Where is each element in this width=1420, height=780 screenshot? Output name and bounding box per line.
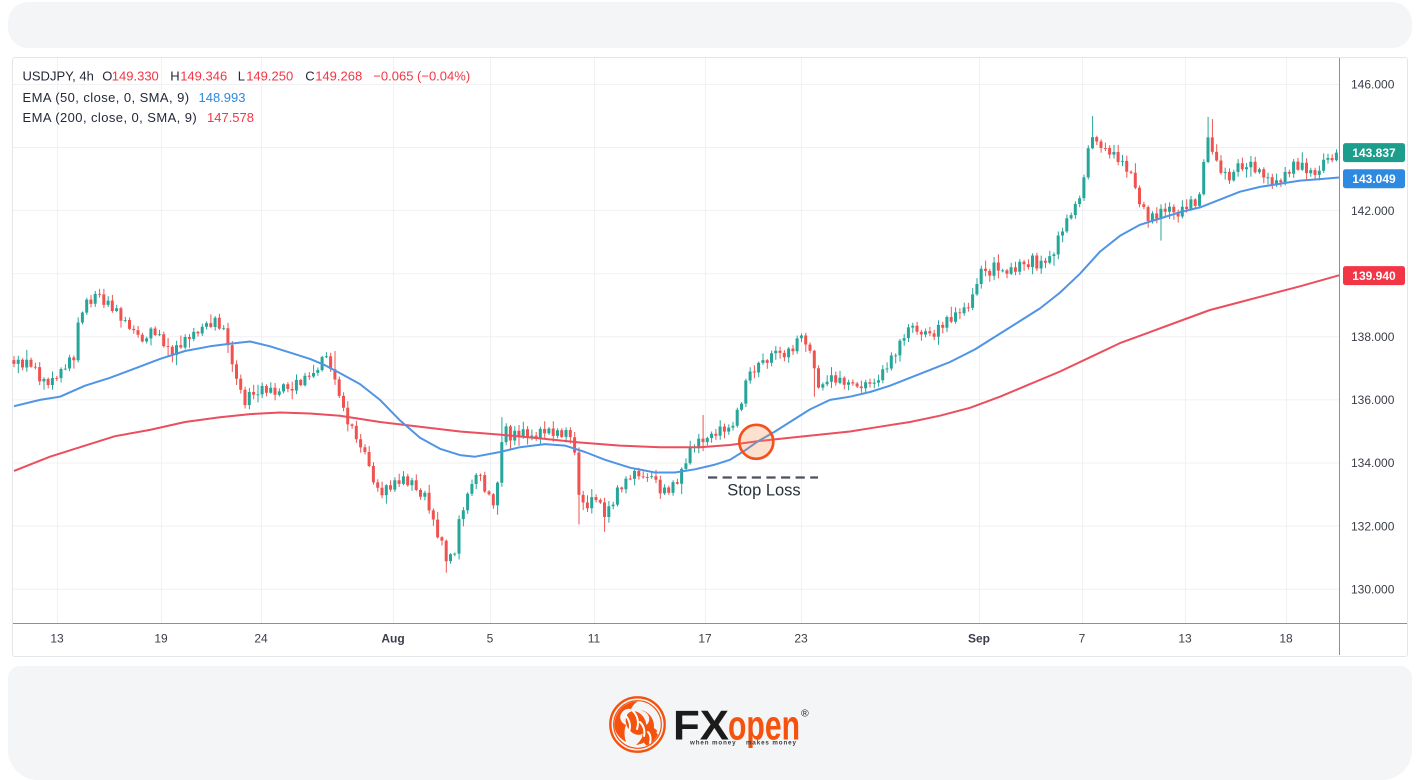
svg-text:139.940: 139.940: [1352, 269, 1396, 283]
svg-text:Sep: Sep: [968, 632, 990, 646]
svg-text:Stop Loss: Stop Loss: [727, 482, 800, 500]
svg-text:7: 7: [1079, 632, 1086, 646]
svg-text:13: 13: [50, 632, 64, 646]
svg-text:143.837: 143.837: [1352, 146, 1396, 160]
svg-text:makes money: makes money: [746, 740, 797, 747]
svg-text:138.000: 138.000: [1351, 330, 1395, 344]
svg-text:®: ®: [801, 708, 809, 720]
svg-text:142.000: 142.000: [1351, 204, 1395, 218]
svg-text:134.000: 134.000: [1351, 456, 1395, 470]
svg-text:open: open: [728, 702, 800, 749]
svg-text:143.049: 143.049: [1352, 172, 1396, 186]
svg-text:136.000: 136.000: [1351, 393, 1395, 407]
svg-text:when money: when money: [689, 740, 736, 747]
svg-text:18: 18: [1279, 632, 1293, 646]
svg-text:5: 5: [487, 632, 494, 646]
svg-text:17: 17: [698, 632, 712, 646]
svg-text:11: 11: [588, 632, 601, 646]
svg-text:EMA (200, close, 0, SMA, 9)147: EMA (200, close, 0, SMA, 9) 147.578: [23, 110, 255, 125]
svg-text:146.000: 146.000: [1351, 78, 1395, 92]
svg-text:Aug: Aug: [381, 632, 404, 646]
svg-text:132.000: 132.000: [1351, 519, 1395, 533]
svg-text:13: 13: [1178, 632, 1192, 646]
svg-text:EMA (50, close, 0, SMA, 9)148.: EMA (50, close, 0, SMA, 9) 148.993: [23, 90, 246, 105]
svg-text:FX: FX: [673, 702, 729, 749]
svg-text:19: 19: [154, 632, 168, 646]
svg-text:23: 23: [794, 632, 808, 646]
svg-text:130.000: 130.000: [1351, 582, 1395, 596]
svg-text:24: 24: [254, 632, 268, 646]
